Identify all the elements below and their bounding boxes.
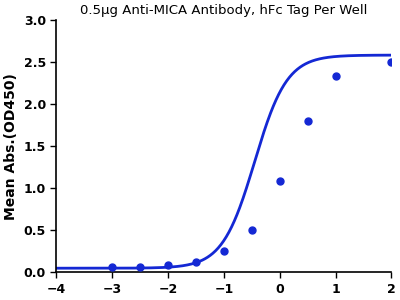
Y-axis label: Mean Abs.(OD450): Mean Abs.(OD450) bbox=[4, 73, 18, 220]
Title: 0.5μg Anti-MICA Antibody, hFc Tag Per Well: 0.5μg Anti-MICA Antibody, hFc Tag Per We… bbox=[80, 4, 368, 17]
